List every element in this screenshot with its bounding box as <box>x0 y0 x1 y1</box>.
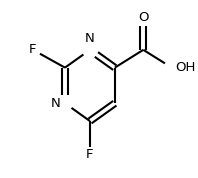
Text: OH: OH <box>175 61 196 74</box>
Text: F: F <box>86 148 94 161</box>
Text: F: F <box>29 43 37 56</box>
Text: N: N <box>85 32 95 44</box>
Text: O: O <box>138 11 148 24</box>
Text: N: N <box>51 97 61 110</box>
